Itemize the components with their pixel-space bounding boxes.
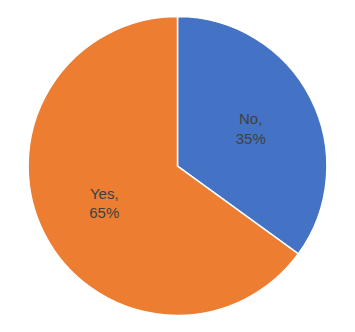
slice-value: 65% bbox=[89, 204, 119, 221]
data-label: Yes, 65% bbox=[89, 185, 119, 222]
slice-category: Yes, bbox=[90, 185, 119, 202]
data-label: No, 35% bbox=[236, 110, 266, 147]
chart: No, 35% Yes, 65% bbox=[0, 0, 355, 332]
pie: No, 35% Yes, 65% bbox=[28, 17, 327, 316]
slice bbox=[28, 17, 298, 316]
slice-value: 35% bbox=[236, 130, 266, 147]
slice-category: No, bbox=[239, 110, 262, 127]
slices bbox=[28, 17, 327, 316]
data-labels: No, 35% Yes, 65% bbox=[89, 110, 265, 221]
